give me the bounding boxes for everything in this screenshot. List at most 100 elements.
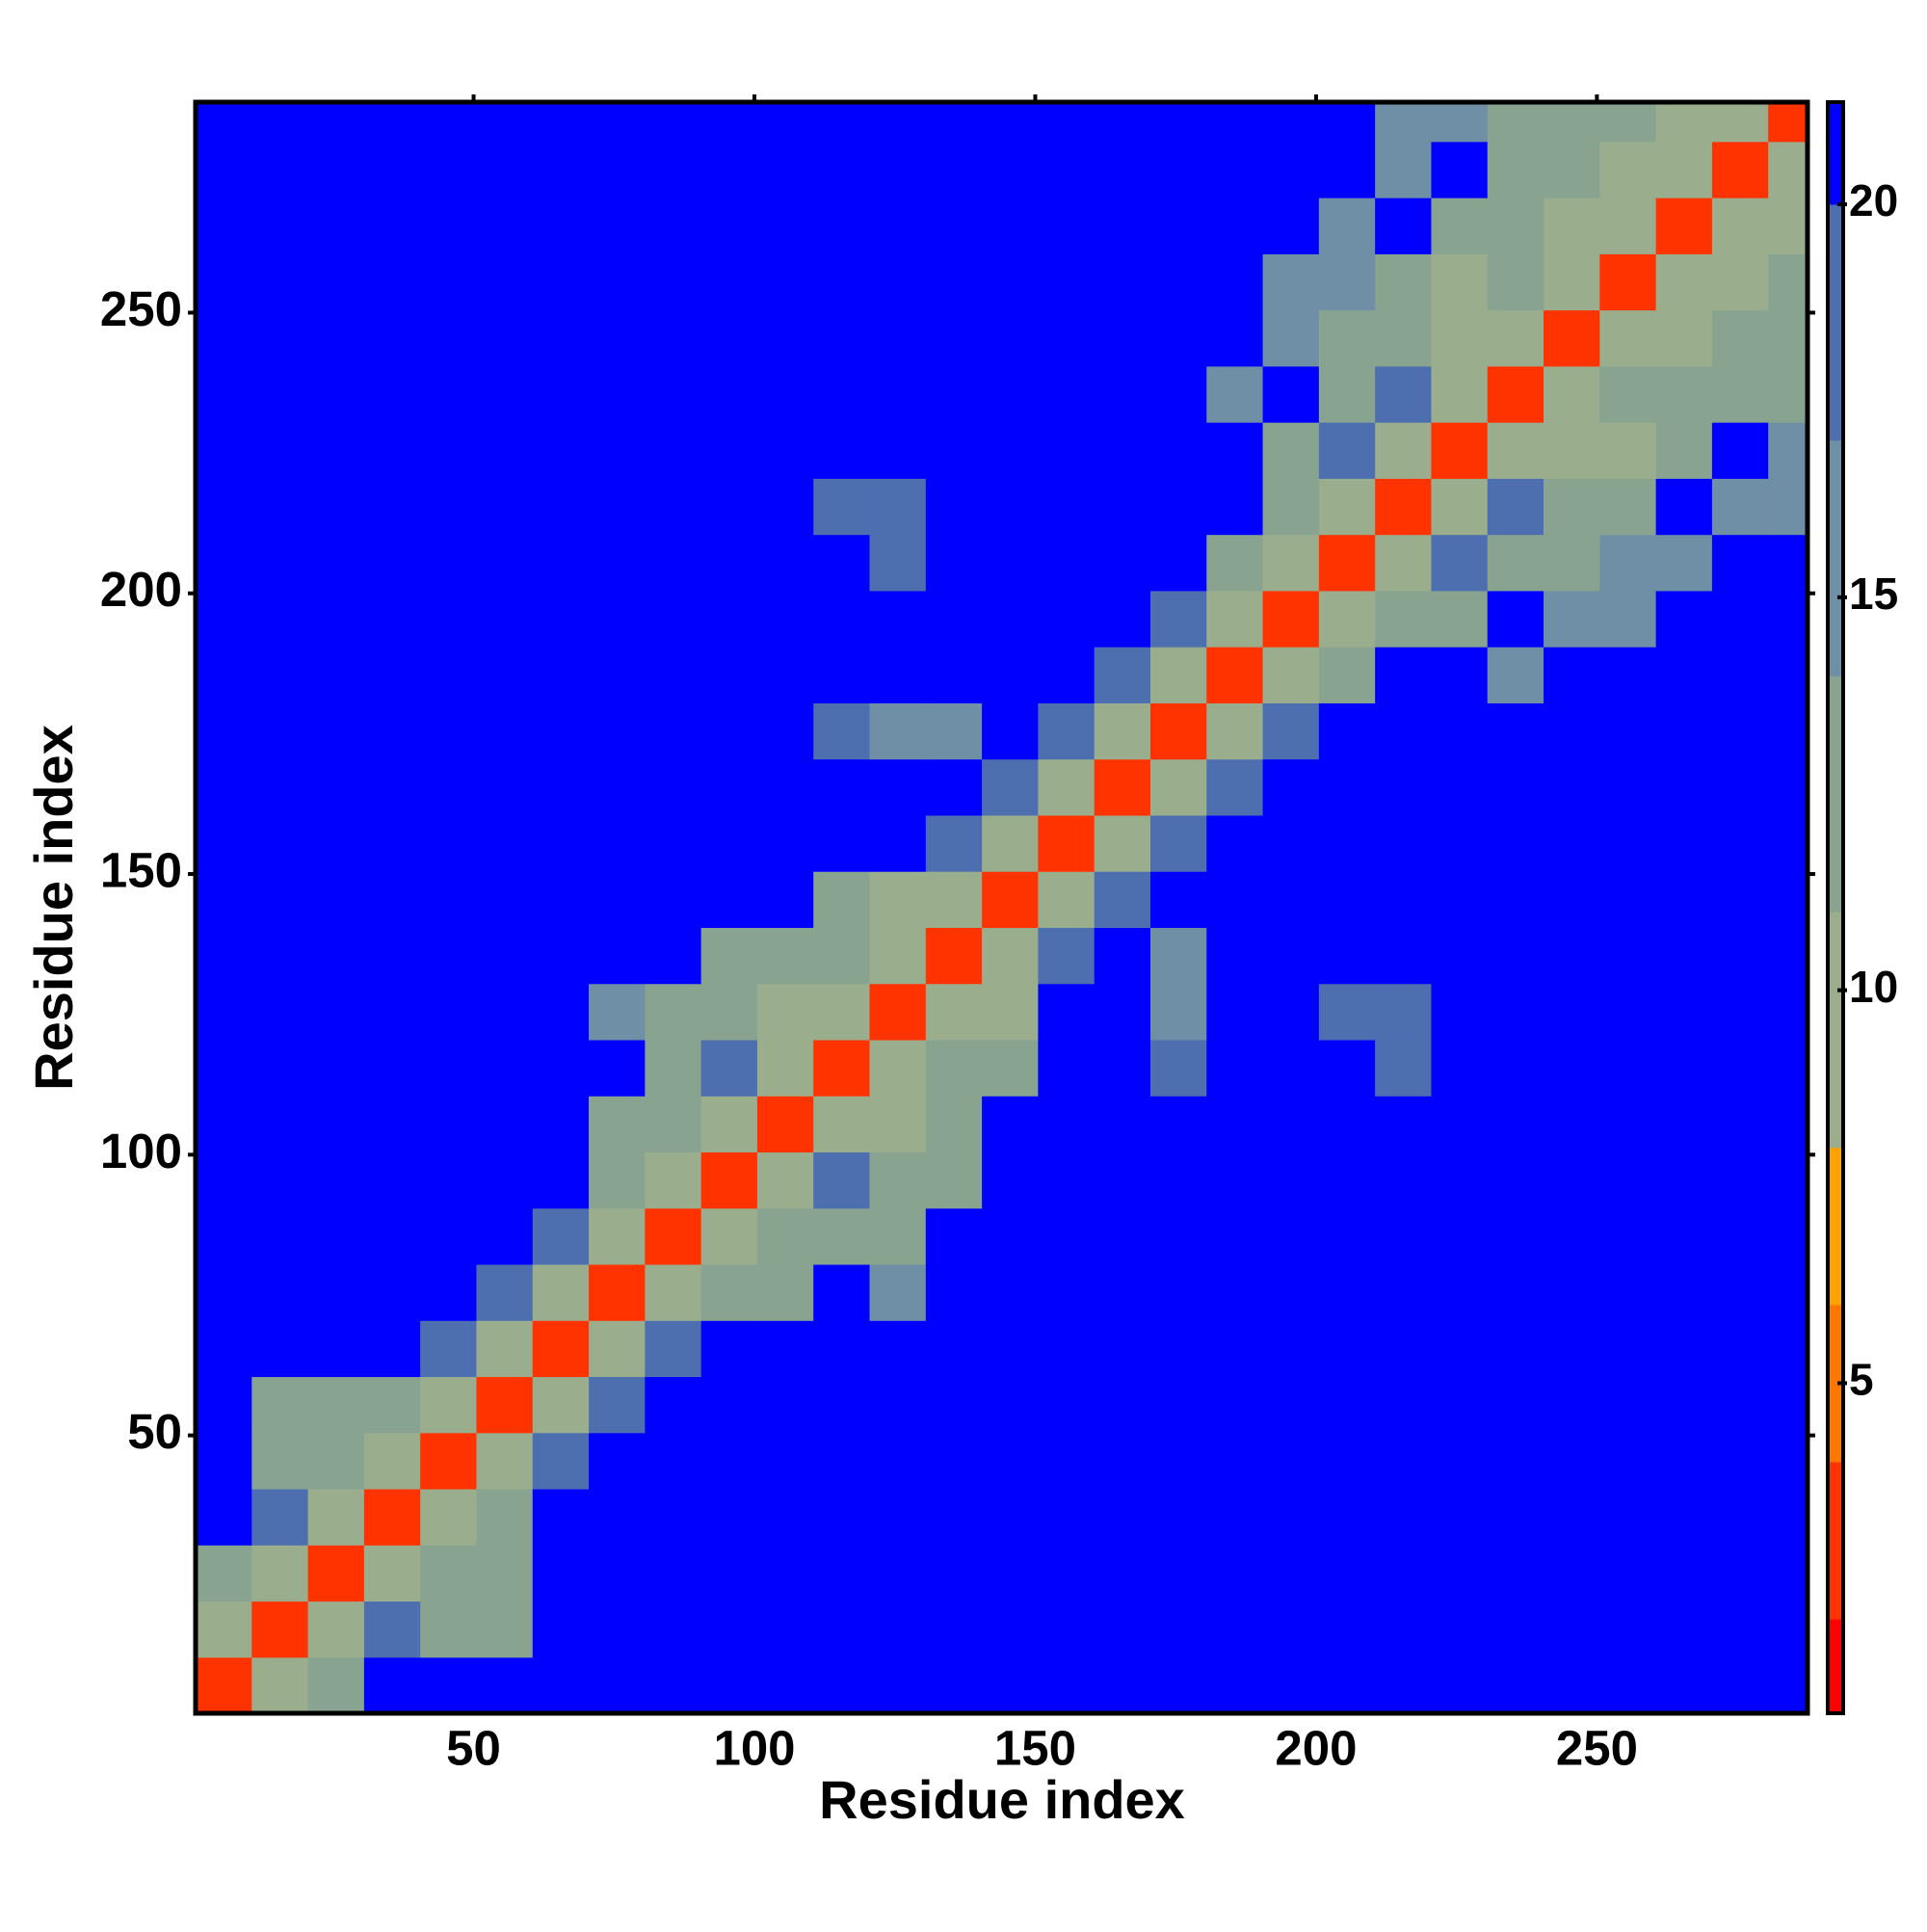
heatmap-cell — [420, 983, 478, 1041]
heatmap-cell — [645, 1376, 702, 1434]
heatmap-cell — [982, 1488, 1039, 1546]
heatmap-cell — [1262, 1151, 1320, 1209]
heatmap-cell — [363, 478, 421, 536]
heatmap-cell — [532, 871, 590, 928]
heatmap-cell — [1487, 534, 1544, 592]
heatmap-cell — [756, 1096, 814, 1153]
heatmap-cell — [1711, 1263, 1769, 1321]
plot-frame — [193, 99, 1810, 1716]
heatmap-cell — [476, 253, 534, 311]
heatmap-cell — [251, 365, 309, 423]
heatmap-cell — [1038, 1039, 1095, 1097]
heatmap-cell — [700, 478, 758, 536]
heatmap-cell — [476, 983, 534, 1041]
heatmap-cell — [196, 983, 252, 1041]
heatmap-cell — [1768, 983, 1808, 1041]
heatmap-cell — [1487, 983, 1544, 1041]
heatmap-cell — [1375, 102, 1433, 143]
heatmap-cell — [645, 758, 702, 816]
heatmap-cell — [196, 758, 252, 816]
heatmap-cell — [869, 141, 927, 198]
heatmap-cell — [1655, 1320, 1713, 1378]
heatmap-cell — [420, 1656, 478, 1714]
heatmap-cell — [1487, 927, 1544, 985]
heatmap-cell — [1038, 1432, 1095, 1490]
heatmap-cell — [1655, 253, 1713, 311]
heatmap-cell — [1149, 422, 1207, 479]
heatmap-cell — [1599, 422, 1657, 479]
heatmap-cell — [1487, 102, 1544, 143]
heatmap-cell — [1431, 422, 1489, 479]
heatmap-cell — [756, 702, 814, 760]
heatmap-cell — [756, 1432, 814, 1490]
heatmap-cell — [1038, 102, 1095, 143]
heatmap-cell — [1094, 102, 1151, 143]
heatmap-cell — [196, 871, 252, 928]
heatmap-cell — [1206, 590, 1264, 648]
heatmap-cell — [532, 478, 590, 536]
heatmap-cell — [1038, 1488, 1095, 1546]
heatmap-cell — [813, 365, 871, 423]
heatmap-cell — [196, 1488, 252, 1546]
heatmap-cell — [476, 871, 534, 928]
heatmap-cell — [196, 141, 252, 198]
heatmap-cell — [363, 814, 421, 872]
heatmap-cell — [1149, 1151, 1207, 1209]
heatmap-cell — [532, 1376, 590, 1434]
heatmap-cell — [1431, 871, 1489, 928]
heatmap-cell — [420, 1376, 478, 1434]
heatmap-cell — [589, 1151, 646, 1209]
heatmap-cell — [982, 198, 1039, 254]
heatmap-cell — [1318, 365, 1376, 423]
heatmap-cell — [756, 309, 814, 367]
heatmap-cell — [1544, 1320, 1600, 1378]
heatmap-cell — [756, 871, 814, 928]
heatmap-cell — [645, 1039, 702, 1097]
heatmap-cell — [589, 1263, 646, 1321]
heatmap-cell — [1318, 478, 1376, 536]
heatmap-cell — [1431, 1320, 1489, 1378]
heatmap-cell — [1262, 1207, 1320, 1265]
colorbar-tick-label: 20 — [1849, 175, 1898, 225]
heatmap-cell — [1318, 1151, 1376, 1209]
heatmap-cell — [869, 814, 927, 872]
x-tick-label: 250 — [1556, 1720, 1638, 1775]
heatmap-cell — [1768, 1207, 1808, 1265]
heatmap-cell — [925, 198, 983, 254]
heatmap-cell — [982, 1320, 1039, 1378]
heatmap-cell — [363, 1039, 421, 1097]
heatmap-cell — [700, 1096, 758, 1153]
heatmap-cell — [251, 758, 309, 816]
heatmap-cell — [1599, 1207, 1657, 1265]
heatmap-cell — [1038, 309, 1095, 367]
y-tick-label: 250 — [100, 281, 182, 336]
heatmap-cell — [1599, 702, 1657, 760]
heatmap-cell — [251, 141, 309, 198]
heatmap-cell — [1768, 1376, 1808, 1434]
heatmap-cell — [1094, 814, 1151, 872]
colorbar-segment — [1828, 1304, 1843, 1463]
heatmap-cell — [813, 647, 871, 703]
heatmap-cell — [476, 1320, 534, 1378]
heatmap-cell — [251, 1376, 309, 1434]
heatmap-cell — [1206, 1207, 1264, 1265]
heatmap-cell — [196, 253, 252, 311]
heatmap-cell — [1094, 422, 1151, 479]
heatmap-cell — [307, 927, 365, 985]
heatmap-cell — [1655, 758, 1713, 816]
heatmap-cell — [813, 253, 871, 311]
heatmap-cell — [251, 1320, 309, 1378]
heatmap-cell — [196, 1039, 252, 1097]
heatmap-cell — [420, 590, 478, 648]
heatmap-cell — [1711, 1207, 1769, 1265]
heatmap-cell — [869, 647, 927, 703]
heatmap-cell — [756, 814, 814, 872]
heatmap-cell — [1655, 1039, 1713, 1097]
heatmap-cell — [700, 309, 758, 367]
heatmap-cell — [476, 647, 534, 703]
heatmap-cell — [1038, 927, 1095, 985]
heatmap-cell — [1375, 198, 1433, 254]
heatmap-cell — [869, 309, 927, 367]
heatmap-cell — [251, 478, 309, 536]
heatmap-cell — [1431, 702, 1489, 760]
